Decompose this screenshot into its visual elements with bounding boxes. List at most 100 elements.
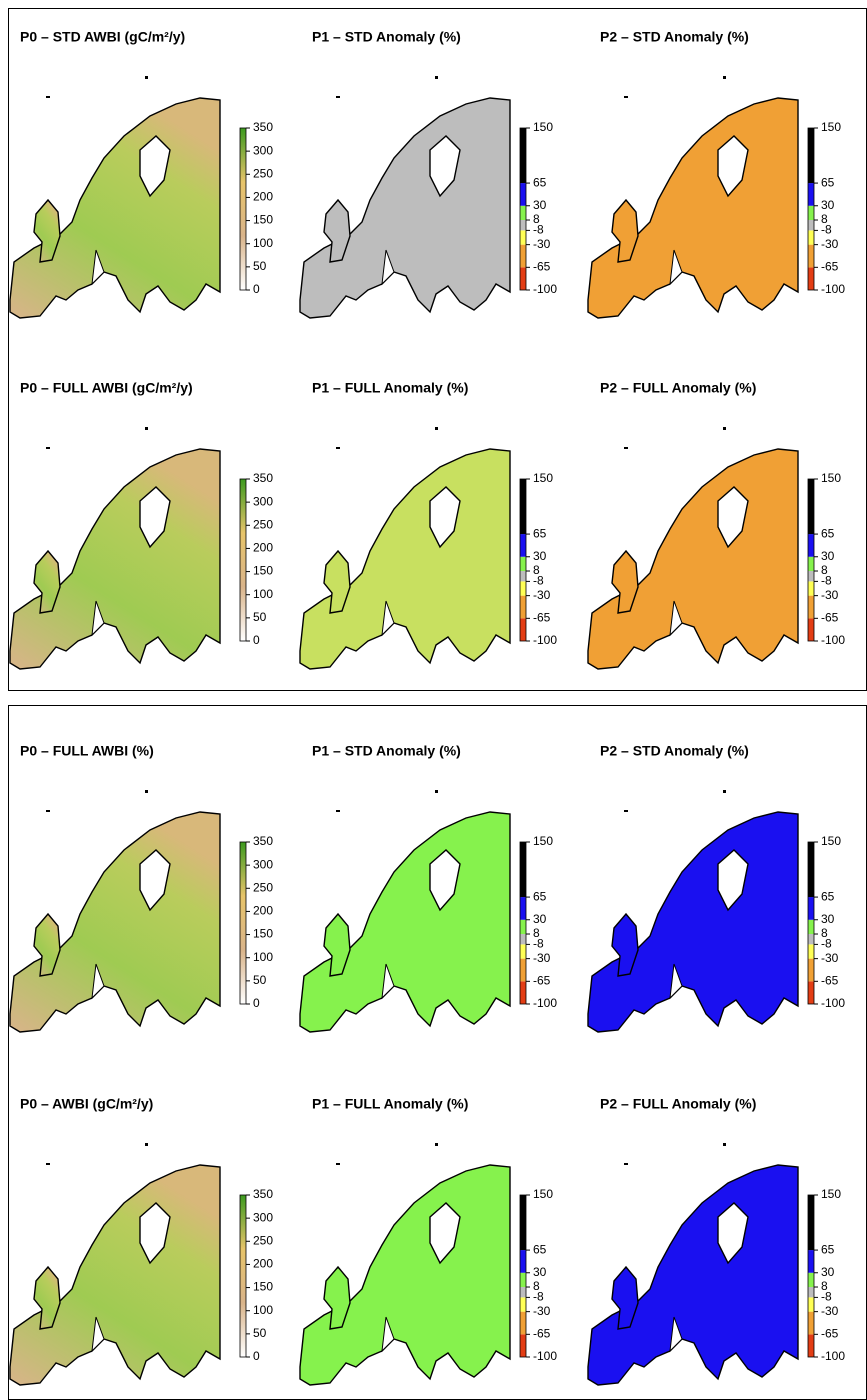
colorbar-tick-label: -8: [533, 1290, 544, 1304]
colorbar-tick-label: -30: [821, 951, 839, 965]
map-land: [587, 426, 799, 670]
colorbar-tick-label: 30: [821, 549, 835, 563]
colorbar: [239, 841, 247, 1005]
colorbar-band: [520, 1297, 526, 1312]
colorbar-band: [520, 205, 526, 221]
map: [587, 789, 799, 1033]
colorbar-band: [808, 220, 814, 231]
colorbar-band: [808, 556, 814, 572]
colorbar-tick-label: 200: [253, 1257, 273, 1271]
colorbar: [519, 127, 527, 291]
colorbar-band: [808, 1195, 814, 1251]
colorbar: [519, 478, 527, 642]
colorbar-tick-label: 50: [253, 1326, 267, 1340]
colorbar-band: [520, 267, 526, 290]
colorbar: [807, 478, 815, 642]
colorbar-tick-label: -100: [821, 633, 845, 647]
colorbar-tick-label: 150: [253, 1280, 273, 1294]
colorbar-band: [520, 534, 526, 557]
colorbar-tick-label: -8: [821, 1290, 832, 1304]
colorbar-tick-label: -65: [821, 973, 839, 987]
colorbar-tick-label: 65: [821, 889, 835, 903]
colorbar-band: [808, 205, 814, 221]
map: [587, 426, 799, 670]
colorbar-tick-label: 30: [533, 198, 547, 212]
colorbar-band: [520, 1250, 526, 1273]
colorbar-tick-label: 250: [253, 1233, 273, 1247]
colorbar-tick-label: 100: [253, 236, 273, 250]
map: [9, 75, 221, 319]
colorbar-tick-label: -8: [533, 937, 544, 951]
colorbar-tick-label: 100: [253, 950, 273, 964]
colorbar-band: [808, 1250, 814, 1273]
colorbar-band: [808, 183, 814, 206]
map: [9, 789, 221, 1033]
colorbar-band: [520, 220, 526, 231]
colorbar-tick-label: 50: [253, 973, 267, 987]
colorbar-tick-label: 150: [533, 471, 553, 485]
colorbar-tick-label: -100: [821, 282, 845, 296]
colorbar: [239, 1194, 247, 1358]
colorbar-tick-label: -8: [821, 574, 832, 588]
colorbar-tick-label: 0: [253, 1349, 260, 1363]
panel-title: P0 – STD AWBI (gC/m²/y): [20, 29, 185, 45]
colorbar-band: [808, 571, 814, 582]
colorbar-band: [808, 534, 814, 557]
colorbar-tick-label: 150: [253, 927, 273, 941]
colorbar-tick-label: -65: [821, 1326, 839, 1340]
colorbar-tick-label: 150: [821, 120, 841, 134]
colorbar-tick-label: 30: [533, 1265, 547, 1279]
map-land: [587, 1142, 799, 1386]
colorbar-band: [520, 919, 526, 935]
colorbar-tick-label: -8: [821, 937, 832, 951]
colorbar-band: [808, 618, 814, 641]
colorbar-tick-label: 350: [253, 834, 273, 848]
colorbar-tick-label: -30: [821, 237, 839, 251]
colorbar-tick-label: 300: [253, 1210, 273, 1224]
colorbar-band: [520, 183, 526, 206]
colorbar-tick-label: 150: [253, 213, 273, 227]
colorbar-tick-label: 8: [821, 1279, 828, 1293]
colorbar-band: [520, 958, 526, 982]
colorbar-tick-label: 350: [253, 471, 273, 485]
colorbar-tick-label: 300: [253, 857, 273, 871]
colorbar: [807, 127, 815, 291]
colorbar-tick-label: 200: [253, 190, 273, 204]
panel-title: P1 – FULL Anomaly (%): [312, 1096, 468, 1112]
colorbar-tick-label: 350: [253, 1187, 273, 1201]
colorbar-tick-label: 8: [533, 1279, 540, 1293]
colorbar-tick-label: -8: [533, 223, 544, 237]
colorbar-tick-label: -100: [533, 633, 557, 647]
colorbar-band: [520, 571, 526, 582]
colorbar-tick-label: -65: [533, 1326, 551, 1340]
colorbar-tick-label: -100: [533, 1349, 557, 1363]
colorbar-band: [808, 897, 814, 920]
panel-title: P0 – FULL AWBI (gC/m²/y): [20, 380, 193, 396]
colorbar-tick-label: -100: [533, 996, 557, 1010]
colorbar-tick-label: 8: [533, 563, 540, 577]
colorbar-tick-label: 150: [533, 834, 553, 848]
colorbar-tick-label: 65: [533, 889, 547, 903]
colorbar-tick-label: 250: [253, 880, 273, 894]
colorbar-tick-label: 150: [821, 1187, 841, 1201]
map: [299, 426, 511, 670]
colorbar-band: [808, 1334, 814, 1357]
colorbar-band: [808, 1311, 814, 1335]
colorbar-tick-label: -65: [821, 259, 839, 273]
colorbar-band: [520, 244, 526, 268]
colorbar-band: [520, 897, 526, 920]
colorbar-tick-label: 150: [821, 834, 841, 848]
colorbar-band: [520, 1311, 526, 1335]
colorbar-tick-label: 30: [821, 1265, 835, 1279]
colorbar-band: [520, 1334, 526, 1357]
colorbar-tick-label: 65: [821, 175, 835, 189]
map-land: [9, 789, 221, 1033]
colorbar-tick-label: 30: [533, 549, 547, 563]
colorbar-tick-label: -30: [533, 1304, 551, 1318]
colorbar-tick-label: 8: [821, 926, 828, 940]
colorbar-band: [520, 1287, 526, 1298]
colorbar-tick-label: 65: [821, 1242, 835, 1256]
colorbar-tick-label: -100: [821, 1349, 845, 1363]
colorbar-tick-label: 0: [253, 282, 260, 296]
map-land: [9, 75, 221, 319]
